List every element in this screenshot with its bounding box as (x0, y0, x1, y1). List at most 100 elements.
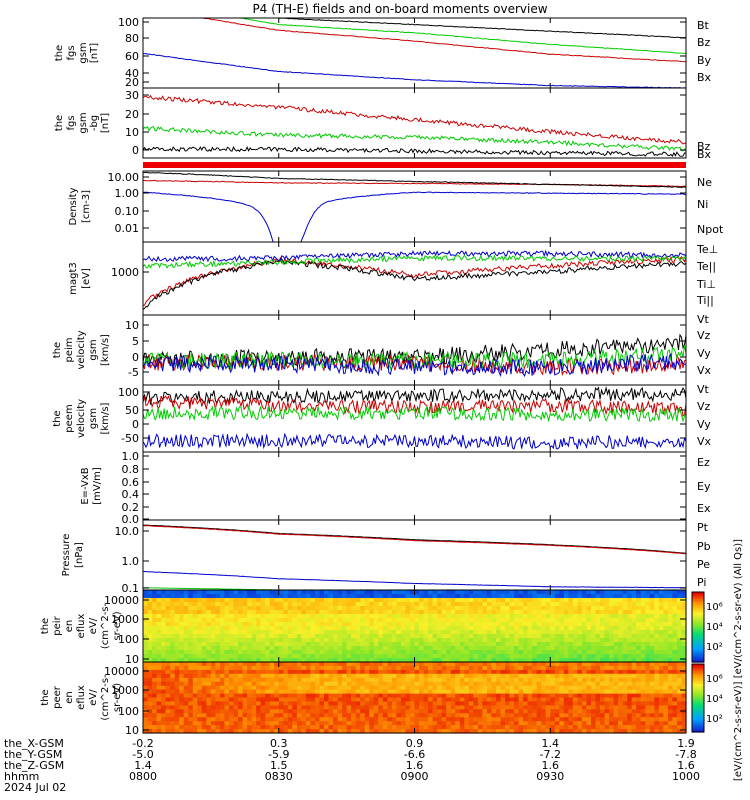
spec-cell (527, 630, 533, 635)
spec-cell (627, 642, 633, 647)
spec-cell (369, 717, 375, 722)
spec-cell (518, 693, 524, 699)
spec-cell (586, 681, 592, 687)
spec-cell (210, 705, 216, 710)
spec-cell (328, 614, 334, 619)
spec-cell (156, 658, 162, 663)
spec-cell (333, 705, 339, 710)
colorbar-cell (692, 655, 704, 658)
spec-cell (663, 634, 669, 639)
spec-cell (477, 618, 483, 623)
spec-cell (500, 646, 506, 651)
spec-cell (251, 681, 257, 687)
spec-cell (360, 721, 366, 726)
spec-cell (500, 630, 506, 635)
spec-cell (609, 721, 615, 726)
spec-cell (197, 721, 203, 726)
spec-cell (446, 646, 452, 651)
spec-cell (210, 606, 216, 611)
spec-cell (459, 602, 465, 607)
ylabel-line: the (54, 45, 65, 61)
ytick-label: 0.1 (122, 582, 140, 595)
spec-cell (640, 729, 646, 734)
spec-cell (527, 681, 533, 687)
colorbar-cell (692, 630, 704, 633)
spec-cell (206, 701, 212, 706)
spec-cell (672, 705, 678, 710)
spec-cell (681, 721, 687, 726)
spec-cell (224, 654, 230, 659)
series-Ti⊥ (143, 249, 686, 263)
spec-cell (441, 622, 447, 627)
spec-cell (373, 650, 379, 655)
spec-cell (337, 622, 343, 627)
spec-cell (568, 598, 574, 603)
spec-cell (387, 654, 393, 659)
colorbar-cell (692, 656, 704, 660)
spec-cell (360, 622, 366, 627)
spec-cell (618, 685, 624, 691)
spec-cell (296, 634, 302, 639)
spec-cell (391, 717, 397, 722)
spec-cell (654, 681, 660, 687)
spec-cell (419, 650, 425, 655)
spec-cell (414, 602, 420, 607)
spec-cell (147, 654, 153, 659)
spec-cell (396, 610, 402, 615)
spec-cell (373, 673, 379, 679)
spec-cell (468, 654, 474, 659)
spec-cell (346, 634, 352, 639)
spec-cell (378, 681, 384, 687)
spec-cell (640, 606, 646, 611)
spec-cell (577, 701, 583, 706)
spec-cell (369, 626, 375, 631)
spec-cell (364, 626, 370, 631)
spec-cell (269, 658, 275, 663)
spec-cell (292, 713, 298, 718)
spec-cell (206, 650, 212, 655)
spec-cell (473, 598, 479, 603)
spec-cell (654, 662, 660, 667)
spec-cell (192, 693, 198, 699)
spec-cell (247, 650, 253, 655)
ytick-label: 60 (125, 50, 139, 63)
colorbar-cell (692, 720, 704, 723)
spec-cell (563, 673, 569, 679)
spec-cell (663, 721, 669, 726)
spec-cell (591, 689, 597, 695)
spec-cell (174, 606, 180, 611)
spec-cell (672, 642, 678, 647)
spec-cell (477, 630, 483, 635)
spec-cell (640, 618, 646, 623)
colorbar-cell (692, 696, 704, 699)
spec-cell (269, 646, 275, 651)
spec-cell (591, 725, 597, 730)
spec-cell (188, 622, 194, 627)
spec-cell (491, 590, 497, 595)
spec-cell (496, 709, 502, 714)
spec-cell (455, 729, 461, 734)
spec-cell (600, 594, 606, 599)
spec-cell (165, 610, 171, 615)
spec-cell (419, 658, 425, 663)
spec-cell (541, 634, 547, 639)
spec-cell (219, 642, 225, 647)
spec-cell (360, 606, 366, 611)
spec-cell (441, 642, 447, 647)
spec-cell (414, 650, 420, 655)
spec-cell (636, 681, 642, 687)
spec-cell (292, 642, 298, 647)
spec-cell (219, 729, 225, 734)
spec-cell (572, 709, 578, 714)
series-Npot (143, 191, 686, 242)
spec-cell (468, 729, 474, 734)
spec-cell (215, 709, 221, 714)
spec-cell (224, 590, 230, 595)
spec-cell (238, 717, 244, 722)
spec-cell (161, 590, 167, 595)
spec-cell (170, 717, 176, 722)
spec-cell (672, 685, 678, 691)
spec-cell (256, 729, 262, 734)
spec-cell (405, 646, 411, 651)
spec-cell (631, 713, 637, 718)
